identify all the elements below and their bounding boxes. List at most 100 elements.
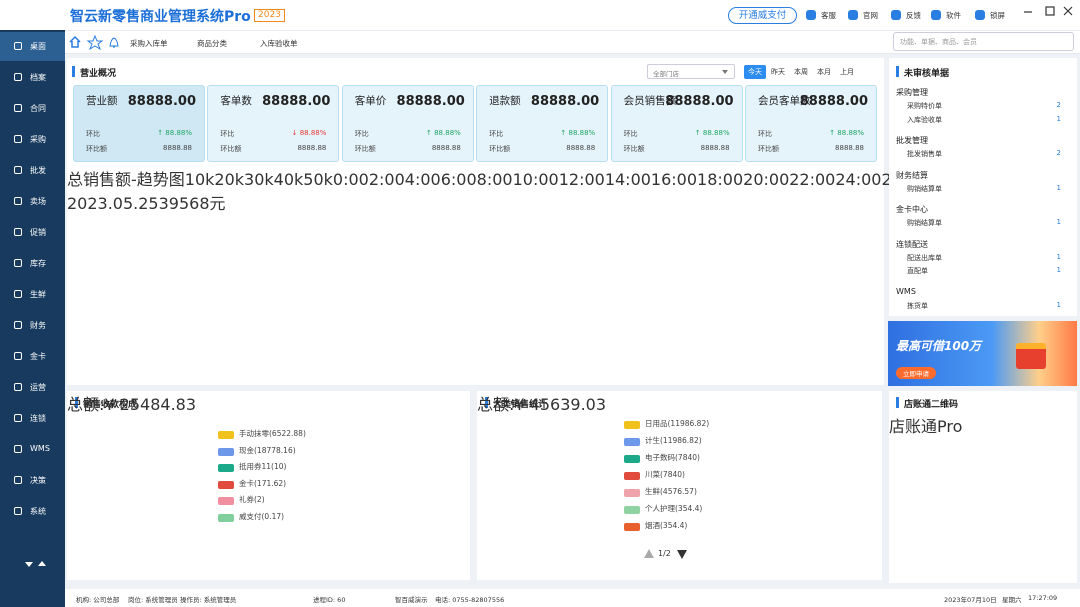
y-tick-label: 40k bbox=[273, 170, 304, 189]
legend-item[interactable]: 手动抹零(6522.88) bbox=[218, 429, 308, 439]
pending-count[interactable]: 1 bbox=[1056, 300, 1061, 309]
menu-item[interactable]: 采购 bbox=[0, 125, 65, 154]
pay-button[interactable]: 开通威支付 bbox=[728, 7, 797, 24]
header-link[interactable]: 客服 bbox=[821, 11, 836, 20]
menu-item[interactable]: 金卡 bbox=[0, 342, 65, 371]
tab[interactable]: 商品分类 bbox=[197, 39, 227, 48]
legend-text: 日用品(11986.82) bbox=[645, 419, 718, 428]
menu-item[interactable]: 系统 bbox=[0, 497, 65, 526]
legend-item[interactable]: 计生(11986.82) bbox=[624, 436, 719, 446]
scroll-up[interactable] bbox=[38, 561, 46, 566]
menu-item[interactable]: 档案 bbox=[0, 63, 65, 92]
menu-item[interactable]: 生鲜 bbox=[0, 280, 65, 309]
pending-item[interactable]: 购销结算单 bbox=[907, 184, 942, 193]
menu-item[interactable]: WMS bbox=[0, 435, 65, 464]
title-bar bbox=[72, 66, 75, 77]
legend-item[interactable]: 抵用券11(10) bbox=[218, 462, 308, 472]
menu-item[interactable]: 促销 bbox=[0, 218, 65, 247]
legend-item[interactable]: 礼券(2) bbox=[218, 495, 308, 505]
legend-item[interactable]: 川菜(7840) bbox=[624, 470, 719, 480]
banner-headline: 最高可借100万 bbox=[896, 339, 982, 353]
menu-icon bbox=[14, 259, 22, 267]
kpi-card[interactable]: 客单数 88888.00 环比 ↓ 88.88% 环比额 8888.88 bbox=[207, 85, 340, 162]
menu-item[interactable]: 库存 bbox=[0, 249, 65, 278]
pending-count[interactable]: 1 bbox=[1056, 183, 1061, 192]
pending-item[interactable]: 购销结算单 bbox=[907, 219, 942, 227]
legend-item[interactable]: 生鲜(4576.57) bbox=[624, 487, 719, 497]
group-name: WMS bbox=[896, 286, 916, 296]
legend-item[interactable]: 金卡(171.62) bbox=[218, 478, 308, 489]
y-tick-label: 20k bbox=[214, 170, 245, 189]
total-label: 总额: bbox=[67, 395, 105, 414]
kpi-card[interactable]: 营业额 88888.00 环比 ↑ 88.88% 环比额 8888.88 bbox=[73, 85, 205, 162]
menu-item[interactable]: 连锁 bbox=[0, 404, 65, 433]
status-bar: 机构: 公司总部 岗位: 系统管理员 操作员: 系统管理员 进程ID: 60 智百威演示… bbox=[65, 589, 1080, 607]
panel-title: 营业概况 bbox=[80, 69, 117, 79]
pending-count[interactable]: 2 bbox=[1056, 101, 1061, 109]
period-button[interactable]: 本周 bbox=[794, 68, 808, 76]
bell-icon[interactable] bbox=[109, 37, 119, 48]
legend-item[interactable]: 现金(18778.16) bbox=[218, 446, 308, 456]
legend-swatch bbox=[218, 447, 234, 456]
group-name: 批发管理 bbox=[896, 136, 928, 145]
period-button[interactable]: 上月 bbox=[840, 68, 854, 76]
pending-item[interactable]: 采购特价单 bbox=[907, 102, 942, 110]
maximize[interactable] bbox=[1045, 6, 1055, 16]
store-select[interactable]: 全部门店 bbox=[647, 64, 735, 79]
header-link[interactable]: 反馈 bbox=[906, 11, 921, 20]
menu-item[interactable]: 卖场 bbox=[0, 187, 65, 216]
page-prev[interactable] bbox=[644, 549, 654, 558]
ratio-value: ↓ 88.88% bbox=[291, 129, 327, 137]
period-button[interactable]: 昨天 bbox=[771, 68, 785, 76]
pending-count[interactable]: 1 bbox=[1056, 218, 1061, 226]
legend-item[interactable]: 日用品(11986.82) bbox=[624, 419, 719, 429]
kpi-card[interactable]: 会员客单数 88888.00 环比 ↑ 88.88% 环比额 8888.88 bbox=[745, 85, 877, 162]
scroll-down[interactable] bbox=[25, 562, 33, 567]
legend-value: (171.62) bbox=[254, 478, 287, 488]
menu-item[interactable]: 批发 bbox=[0, 156, 65, 185]
pending-count[interactable]: 2 bbox=[1056, 149, 1061, 157]
menu-item[interactable]: 财务 bbox=[0, 311, 65, 340]
close[interactable] bbox=[1063, 6, 1073, 16]
pending-item[interactable]: 配送出库单 bbox=[907, 253, 942, 262]
legend-swatch bbox=[218, 431, 234, 439]
home-icon[interactable] bbox=[69, 35, 81, 48]
menu-item[interactable]: 决策 bbox=[0, 466, 65, 495]
menu-item[interactable]: 合同 bbox=[0, 94, 65, 123]
pending-count[interactable]: 1 bbox=[1056, 252, 1061, 261]
menu-item[interactable]: 桌面 bbox=[0, 32, 65, 61]
header-link[interactable]: 锁屏 bbox=[990, 11, 1005, 20]
amount-label: 环比额 bbox=[354, 145, 376, 153]
legend-item[interactable]: 电子数码(7840) bbox=[624, 453, 719, 463]
menu-item[interactable]: 运营 bbox=[0, 373, 65, 402]
window-controls bbox=[1024, 6, 1073, 16]
kpi-card[interactable]: 会员销售额 88888.00 环比 ↑ 88.88% 环比额 8888.88 bbox=[610, 85, 743, 162]
legend-item[interactable]: 个人护理(354.4) bbox=[624, 504, 719, 514]
kpi-card[interactable]: 客单价 88888.00 环比 ↑ 88.88% 环比额 8888.88 bbox=[341, 85, 474, 162]
tab[interactable]: 入库验收单 bbox=[260, 39, 298, 48]
x-tick-label: 12:00 bbox=[558, 170, 605, 189]
star-icon[interactable] bbox=[86, 34, 104, 50]
legend-swatch bbox=[218, 513, 234, 522]
pending-item[interactable]: 入库验收单 bbox=[907, 115, 942, 124]
total-value: ¥ 25484.83 bbox=[104, 395, 197, 414]
pending-count[interactable]: 1 bbox=[1056, 266, 1061, 274]
period-button[interactable]: 本月 bbox=[817, 68, 831, 76]
ad-banner[interactable]: 最高可借100万 立即申请 bbox=[888, 321, 1077, 386]
pagination: 1/2 bbox=[658, 549, 671, 558]
version-badge: 2023 bbox=[254, 9, 285, 22]
pending-item[interactable]: 批发销售单 bbox=[907, 150, 942, 158]
period-button[interactable]: 今天 bbox=[744, 65, 766, 79]
header-link[interactable]: 官网 bbox=[863, 11, 878, 20]
header-link[interactable]: 软件 bbox=[946, 11, 961, 20]
kpi-card[interactable]: 退款额 88888.00 环比 ↑ 88.88% 环比额 8888.88 bbox=[476, 85, 609, 162]
legend-name: 计生 bbox=[645, 436, 660, 445]
legend-item[interactable]: 烟酒(354.4) bbox=[624, 521, 719, 531]
page-next[interactable] bbox=[677, 550, 687, 559]
legend-item[interactable]: 威支付(0.17) bbox=[218, 512, 308, 522]
pending-count[interactable]: 1 bbox=[1056, 114, 1061, 123]
pending-item[interactable]: 拣货单 bbox=[907, 301, 928, 310]
tab[interactable]: 采购入库单 bbox=[130, 39, 168, 48]
pending-item[interactable]: 直配单 bbox=[907, 267, 928, 275]
search-box[interactable]: 功能、单据、商品、会员 bbox=[893, 32, 1074, 51]
